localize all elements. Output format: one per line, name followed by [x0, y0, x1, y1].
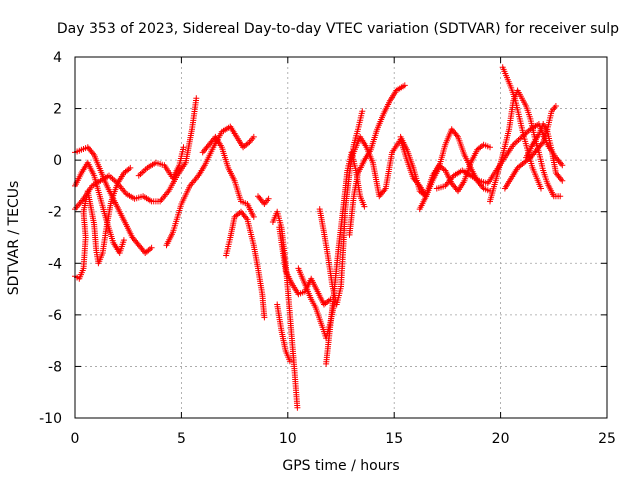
data-point: [193, 95, 200, 102]
series-line: [272, 210, 298, 408]
data-point: [538, 185, 544, 192]
x-axis-label: GPS time / hours: [282, 458, 399, 474]
y-tick-label: 2: [53, 102, 62, 118]
y-axis-label: SDTVAR / TECUs: [6, 181, 22, 296]
data-point: [120, 237, 127, 244]
series-sat-q: [348, 133, 430, 200]
data-point: [559, 162, 566, 169]
data-point: [359, 108, 366, 115]
y-tick-label: -6: [48, 308, 62, 324]
y-tick-label: -8: [48, 359, 62, 375]
data-point: [250, 213, 257, 220]
series-sat-h: [223, 208, 268, 321]
series-sat-i: [255, 193, 272, 207]
x-tick-label: 25: [598, 431, 616, 447]
series-sat-x: [523, 121, 566, 184]
data-point: [487, 144, 493, 151]
plot-frame: [74, 56, 608, 419]
y-tick-label: -4: [48, 256, 62, 272]
series-sat-n: [316, 108, 366, 308]
x-tick-label: 20: [492, 431, 510, 447]
y-tick-label: -10: [39, 411, 62, 427]
data-point: [361, 203, 368, 210]
x-tick-labels: 0 5 10 15 20 25: [71, 431, 616, 447]
x-tick-label: 10: [279, 431, 297, 447]
data-point: [127, 164, 134, 171]
series-sat-u: [487, 87, 564, 205]
data-point: [559, 177, 566, 184]
y-tick-label: 0: [53, 153, 62, 169]
series-sat-g: [199, 133, 257, 220]
series-layer: [72, 64, 566, 411]
x-tick-label: 5: [177, 431, 186, 447]
series-sat-w: [501, 103, 559, 192]
y-tick-labels: -10 -8 -6 -4 -2 0 2 4: [39, 50, 62, 427]
data-point: [180, 144, 187, 151]
y-tick-label: 4: [53, 50, 62, 66]
series-sat-j: [269, 208, 301, 411]
data-point: [286, 358, 293, 365]
data-point: [557, 193, 564, 200]
data-point: [265, 195, 272, 202]
series-sat-k: [274, 301, 293, 365]
series-sat-c: [72, 164, 134, 282]
data-point: [148, 244, 155, 251]
chart-title: Day 353 of 2023, Sidereal Day-to-day VTE…: [57, 21, 619, 37]
series-sat-l: [276, 224, 334, 308]
data-point: [294, 404, 301, 411]
y-tick-label: -2: [48, 205, 62, 221]
series-sat-d: [72, 95, 200, 213]
series-sat-a: [72, 144, 155, 256]
series-sat-e: [135, 144, 187, 182]
data-point: [401, 82, 408, 89]
x-tick-label: 0: [71, 431, 80, 447]
data-point: [250, 133, 257, 140]
data-point: [261, 314, 268, 321]
x-tick-label: 15: [385, 431, 403, 447]
data-point: [552, 103, 559, 109]
series-sat-s: [416, 141, 493, 213]
